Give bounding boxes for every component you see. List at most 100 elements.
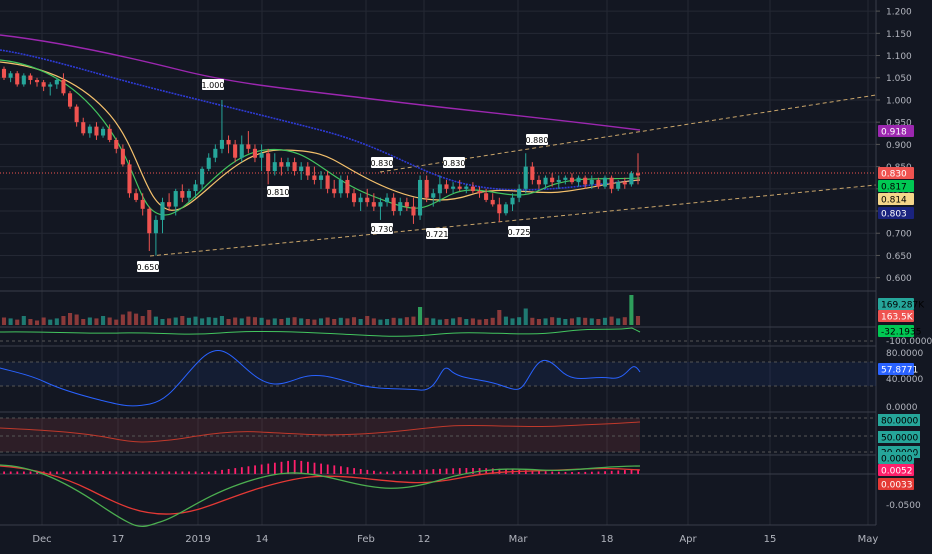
- candle-74[interactable]: [490, 193, 495, 207]
- candle-63[interactable]: [418, 175, 423, 220]
- candle-1[interactable]: [8, 71, 13, 83]
- rsi-pane[interactable]: [0, 349, 876, 407]
- candle-46[interactable]: [305, 162, 310, 180]
- stoch-pane[interactable]: [0, 417, 876, 453]
- candle-37[interactable]: [246, 131, 251, 154]
- candle-12[interactable]: [81, 117, 86, 136]
- candle-27[interactable]: [180, 184, 185, 203]
- candle-57[interactable]: [378, 197, 383, 220]
- candle-75[interactable]: [497, 197, 502, 223]
- candle-94[interactable]: [622, 177, 627, 189]
- candle-62[interactable]: [411, 197, 416, 224]
- candle-82[interactable]: [543, 175, 548, 189]
- candle-72[interactable]: [477, 186, 482, 198]
- candle-19[interactable]: [127, 159, 132, 198]
- candle-70[interactable]: [464, 184, 469, 194]
- candle-10[interactable]: [67, 91, 73, 109]
- candle-29[interactable]: [193, 179, 198, 198]
- candle-39[interactable]: [259, 144, 264, 172]
- cci-pane[interactable]: [0, 327, 876, 342]
- candle-60[interactable]: [398, 197, 403, 216]
- candle-24[interactable]: [160, 197, 165, 234]
- candle-96[interactable]: [635, 153, 641, 185]
- candle-0[interactable]: [1, 66, 7, 80]
- candle-87[interactable]: [576, 175, 581, 187]
- candle-77[interactable]: [510, 193, 515, 212]
- candle-22[interactable]: [147, 206, 152, 252]
- candle-4[interactable]: [28, 73, 33, 85]
- candle-69[interactable]: [457, 179, 462, 192]
- candle-49[interactable]: [325, 171, 330, 194]
- candle-80[interactable]: [530, 162, 535, 185]
- candle-23[interactable]: [153, 215, 158, 256]
- candle-65[interactable]: [431, 188, 436, 207]
- candle-15[interactable]: [101, 126, 106, 138]
- candle-66[interactable]: [437, 175, 442, 203]
- candle-50[interactable]: [332, 179, 337, 198]
- candle-68[interactable]: [451, 182, 456, 194]
- candle-53[interactable]: [351, 188, 357, 207]
- candle-11[interactable]: [74, 104, 79, 127]
- candle-33[interactable]: [219, 99, 224, 154]
- candle-34[interactable]: [226, 135, 231, 154]
- candle-20[interactable]: [134, 188, 139, 203]
- candles[interactable]: [1, 66, 641, 256]
- time-axis[interactable]: Dec 17 2019 14 Feb 12 Mar 18 Apr 15 May: [32, 534, 878, 545]
- candle-81[interactable]: [536, 175, 541, 189]
- candle-32[interactable]: [213, 144, 218, 163]
- volume-pane[interactable]: [1, 295, 641, 325]
- candle-84[interactable]: [556, 175, 561, 189]
- candle-43[interactable]: [285, 157, 291, 172]
- candle-42[interactable]: [279, 157, 284, 176]
- candle-14[interactable]: [94, 122, 99, 140]
- candle-59[interactable]: [391, 193, 396, 216]
- candle-38[interactable]: [252, 144, 258, 163]
- candle-55[interactable]: [365, 188, 370, 207]
- candle-30[interactable]: [200, 166, 205, 189]
- candle-3[interactable]: [21, 73, 26, 87]
- candle-36[interactable]: [239, 135, 244, 163]
- candle-17[interactable]: [114, 137, 119, 154]
- candle-28[interactable]: [186, 188, 191, 203]
- candle-6[interactable]: [41, 79, 46, 92]
- candle-58[interactable]: [384, 193, 390, 207]
- candle-93[interactable]: [616, 179, 621, 192]
- candle-5[interactable]: [34, 77, 40, 87]
- candle-85[interactable]: [563, 175, 568, 185]
- macd-pane[interactable]: [0, 460, 876, 527]
- candle-95[interactable]: [629, 171, 634, 187]
- candle-88[interactable]: [583, 175, 588, 189]
- candle-56[interactable]: [371, 193, 376, 212]
- candle-25[interactable]: [167, 193, 172, 212]
- candle-71[interactable]: [470, 182, 475, 194]
- candle-89[interactable]: [589, 175, 594, 189]
- candle-91[interactable]: [602, 175, 608, 189]
- candle-67[interactable]: [444, 179, 449, 194]
- candle-18[interactable]: [120, 144, 125, 167]
- candle-47[interactable]: [312, 166, 317, 185]
- candle-90[interactable]: [596, 177, 601, 189]
- candle-2[interactable]: [15, 71, 20, 87]
- candle-48[interactable]: [318, 171, 324, 189]
- candle-51[interactable]: [338, 175, 343, 198]
- candle-61[interactable]: [404, 197, 409, 212]
- candle-13[interactable]: [87, 124, 92, 138]
- candle-40[interactable]: [266, 148, 271, 185]
- candle-26[interactable]: [173, 188, 178, 216]
- candle-35[interactable]: [233, 139, 238, 163]
- candle-76[interactable]: [503, 202, 508, 216]
- candle-73[interactable]: [484, 188, 489, 203]
- candle-31[interactable]: [206, 153, 211, 172]
- candle-64[interactable]: [424, 175, 429, 203]
- candle-8[interactable]: [54, 77, 59, 89]
- candle-7[interactable]: [48, 82, 53, 96]
- candle-16[interactable]: [107, 124, 112, 143]
- candle-21[interactable]: [140, 193, 145, 216]
- candle-86[interactable]: [569, 173, 575, 185]
- candle-79[interactable]: [523, 153, 528, 194]
- candle-9[interactable]: [61, 73, 66, 96]
- candle-83[interactable]: [550, 173, 555, 187]
- candle-54[interactable]: [358, 193, 363, 212]
